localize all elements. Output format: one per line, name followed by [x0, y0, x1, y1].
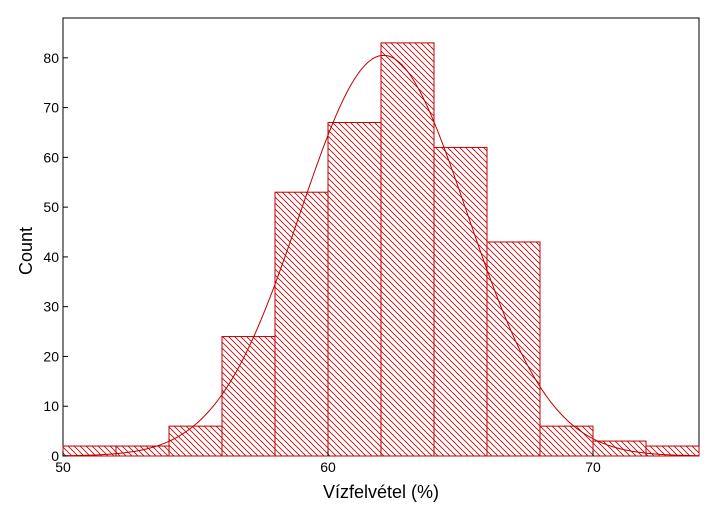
histogram-bar-11 [645, 445, 700, 457]
histogram-bar-8 [486, 241, 541, 457]
y-tick-label-4: 40 [43, 249, 59, 265]
histogram-bar-6 [380, 42, 435, 457]
y-tick-label-5: 50 [43, 199, 59, 215]
y-tick-label-6: 60 [43, 149, 59, 165]
histogram-bar-3 [221, 336, 276, 457]
y-tick-label-8: 80 [43, 50, 59, 66]
y-tick-label-1: 10 [43, 398, 59, 414]
y-axis-label: Count [16, 227, 36, 275]
histogram-bar-1 [115, 445, 170, 457]
x-axis-ticks: 50 60 70 [55, 451, 601, 475]
histogram-bar-5 [327, 122, 382, 457]
y-tick-label-7: 70 [43, 100, 59, 116]
y-axis-ticks: 0 10 20 30 40 50 60 70 80 [43, 50, 68, 464]
y-tick-label-3: 30 [43, 299, 59, 315]
x-axis-label: Vízfelvétel (%) [323, 482, 439, 502]
normal-curve [62, 54, 700, 457]
x-tick-label-1: 60 [320, 459, 336, 475]
histogram-bars [62, 42, 700, 457]
histogram-bar-4 [274, 191, 329, 457]
y-tick-label-0: 0 [51, 448, 59, 464]
y-tick-label-2: 20 [43, 348, 59, 364]
histogram-bar-7 [433, 146, 488, 457]
histogram-bar-2 [168, 425, 223, 457]
x-tick-label-2: 70 [585, 459, 601, 475]
histogram-bar-9 [539, 425, 594, 457]
x-tick-label-0: 50 [55, 459, 71, 475]
